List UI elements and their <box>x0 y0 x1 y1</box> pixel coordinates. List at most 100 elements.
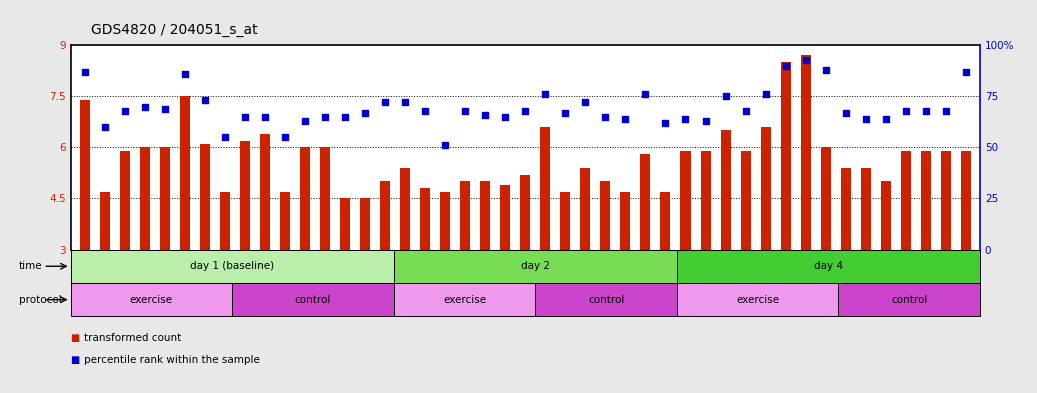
Bar <box>861 168 871 250</box>
Bar <box>140 147 149 250</box>
Point <box>677 116 694 122</box>
Point <box>797 56 814 62</box>
Point <box>96 124 113 130</box>
Point <box>337 114 354 120</box>
Bar <box>80 100 89 250</box>
Bar <box>300 147 310 250</box>
Bar <box>179 96 190 250</box>
Text: control: control <box>588 295 624 305</box>
Text: GDS4820 / 204051_s_at: GDS4820 / 204051_s_at <box>91 23 258 37</box>
Bar <box>677 250 980 283</box>
Text: control: control <box>891 295 927 305</box>
Bar <box>901 151 910 250</box>
Text: exercise: exercise <box>736 295 779 305</box>
Bar <box>380 182 390 250</box>
Point <box>437 142 453 149</box>
Bar <box>760 127 770 250</box>
Point <box>236 114 253 120</box>
Bar <box>71 283 232 316</box>
Point <box>277 134 293 140</box>
Bar <box>961 151 971 250</box>
Bar <box>880 182 891 250</box>
Point <box>397 99 414 106</box>
Point <box>77 69 93 75</box>
Point <box>898 107 915 114</box>
Bar <box>600 182 611 250</box>
Bar <box>839 283 980 316</box>
Bar <box>440 192 450 250</box>
Bar <box>781 62 790 250</box>
Point <box>757 91 774 97</box>
Text: exercise: exercise <box>443 295 486 305</box>
Bar <box>661 192 671 250</box>
Bar <box>677 283 839 316</box>
Bar <box>119 151 130 250</box>
Bar <box>480 182 491 250</box>
Bar <box>841 168 850 250</box>
Bar <box>641 154 650 250</box>
Bar <box>581 168 590 250</box>
Text: day 2: day 2 <box>521 261 550 271</box>
Bar <box>360 198 370 250</box>
Text: percentile rank within the sample: percentile rank within the sample <box>84 354 260 365</box>
Point <box>838 110 854 116</box>
Point <box>136 103 152 110</box>
Bar <box>680 151 691 250</box>
Bar <box>620 192 630 250</box>
Text: day 4: day 4 <box>814 261 843 271</box>
Bar <box>701 151 710 250</box>
Point <box>477 112 494 118</box>
Point <box>737 107 754 114</box>
Point <box>858 116 874 122</box>
Bar <box>740 151 751 250</box>
Point <box>217 134 233 140</box>
Point <box>157 105 173 112</box>
Point <box>297 118 313 124</box>
Point <box>497 114 513 120</box>
Bar <box>71 250 394 283</box>
Bar <box>500 185 510 250</box>
Point <box>718 93 734 99</box>
Bar <box>100 192 110 250</box>
Point <box>597 114 614 120</box>
Point <box>196 97 213 103</box>
Point <box>537 91 554 97</box>
Point <box>637 91 653 97</box>
Point <box>256 114 273 120</box>
Bar <box>394 250 677 283</box>
Bar <box>240 141 250 250</box>
Bar <box>460 182 470 250</box>
Point <box>778 62 794 69</box>
Point <box>457 107 474 114</box>
Bar <box>394 283 535 316</box>
Bar <box>160 147 170 250</box>
Bar <box>340 198 349 250</box>
Bar <box>801 55 811 250</box>
Bar <box>220 192 230 250</box>
Point <box>918 107 934 114</box>
Bar <box>540 127 551 250</box>
Point <box>937 107 954 114</box>
Bar <box>260 134 270 250</box>
Bar <box>535 283 677 316</box>
Point <box>116 107 133 114</box>
Bar <box>560 192 570 250</box>
Text: day 1 (baseline): day 1 (baseline) <box>190 261 274 271</box>
Point <box>176 71 193 77</box>
Point <box>657 120 674 126</box>
Text: time: time <box>19 261 43 271</box>
Point <box>557 110 573 116</box>
Text: exercise: exercise <box>130 295 173 305</box>
Point <box>417 107 433 114</box>
Bar <box>400 168 410 250</box>
Bar <box>420 188 430 250</box>
Bar <box>921 151 931 250</box>
Bar <box>280 192 290 250</box>
Point <box>357 110 373 116</box>
Point <box>817 66 834 73</box>
Point <box>577 99 593 106</box>
Text: transformed count: transformed count <box>84 333 181 343</box>
Point <box>877 116 894 122</box>
Text: ■: ■ <box>71 354 80 365</box>
Bar <box>232 283 394 316</box>
